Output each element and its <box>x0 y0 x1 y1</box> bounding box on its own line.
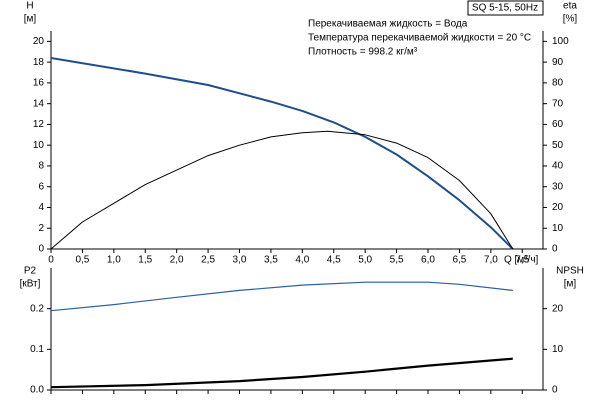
x-tick-label: 1,5 <box>138 255 152 266</box>
x-tick-label: 1,0 <box>107 255 121 266</box>
y-tick-label: 0.0 <box>30 385 44 396</box>
x-tick-label: 7,5 <box>515 255 529 266</box>
y2-tick-label: 50 <box>552 140 564 151</box>
x-tick-label: 0,5 <box>75 255 89 266</box>
y-tick-label: 6 <box>38 181 44 192</box>
y2-axis-label: NPSH <box>556 266 584 277</box>
y-axis-label: P2 <box>24 266 37 277</box>
y2-tick-label: 0 <box>552 244 558 255</box>
y2-axis-unit: [м] <box>564 279 577 290</box>
y-axis-unit: [кВт] <box>20 279 41 290</box>
y-axis-label: H <box>26 1 33 12</box>
y2-tick-label: 10 <box>552 344 564 355</box>
y2-tick-label: 40 <box>552 161 564 172</box>
y-tick-label: 4 <box>38 202 44 213</box>
y-tick-label: 0.1 <box>30 344 44 355</box>
y2-tick-label: 20 <box>552 303 564 314</box>
y-tick-label: 16 <box>33 78 45 89</box>
annotation: Плотность = 998.2 кг/м³ <box>308 47 418 58</box>
y-tick-label: 12 <box>33 119 45 130</box>
y2-axis-label: eta <box>563 1 577 12</box>
y2-tick-label: 0 <box>552 385 558 396</box>
y2-tick-label: 60 <box>552 119 564 130</box>
y2-tick-label: 70 <box>552 98 564 109</box>
y2-tick-label: 20 <box>552 202 564 213</box>
y2-tick-label: 100 <box>552 36 569 47</box>
annotation: Температура перекачиваемой жидкости = 20… <box>308 33 531 44</box>
x-tick-label: 4,5 <box>327 255 341 266</box>
curve <box>50 57 514 250</box>
y-tick-label: 2 <box>38 223 44 234</box>
y-tick-label: 20 <box>33 36 45 47</box>
y2-tick-label: 10 <box>552 223 564 234</box>
y-tick-label: 10 <box>33 140 45 151</box>
x-axis-label: Q [м³/ч] <box>504 255 539 266</box>
y-tick-label: 8 <box>38 161 44 172</box>
y2-tick-label: 90 <box>552 57 564 68</box>
x-tick-label: 2,5 <box>201 255 215 266</box>
x-tick-label: 0 <box>48 255 54 266</box>
x-tick-label: 3,0 <box>233 255 247 266</box>
y-tick-label: 18 <box>33 57 45 68</box>
x-tick-label: 2,0 <box>170 255 184 266</box>
x-tick-label: 3,5 <box>264 255 278 266</box>
y2-tick-label: 80 <box>552 78 564 89</box>
x-tick-label: 7,0 <box>484 255 498 266</box>
curve <box>50 357 513 389</box>
y-axis-unit: [м] <box>24 14 37 25</box>
y-tick-label: 0.2 <box>30 303 44 314</box>
curve <box>50 281 513 312</box>
x-tick-label: 6,0 <box>421 255 435 266</box>
y2-tick-label: 30 <box>552 181 564 192</box>
y-tick-label: 0 <box>38 244 44 255</box>
x-tick-label: 5,0 <box>358 255 372 266</box>
annotation: Перекачиваемая жидкость = Вода <box>308 19 468 30</box>
x-tick-label: 6,5 <box>452 255 466 266</box>
y2-axis-unit: [%] <box>563 14 578 25</box>
x-tick-label: 5,5 <box>390 255 404 266</box>
chart-title: SQ 5-15, 50Hz <box>472 3 538 14</box>
title-box <box>467 0 544 16</box>
curve <box>50 130 514 250</box>
y-tick-label: 14 <box>33 98 45 109</box>
x-tick-label: 4,0 <box>295 255 309 266</box>
